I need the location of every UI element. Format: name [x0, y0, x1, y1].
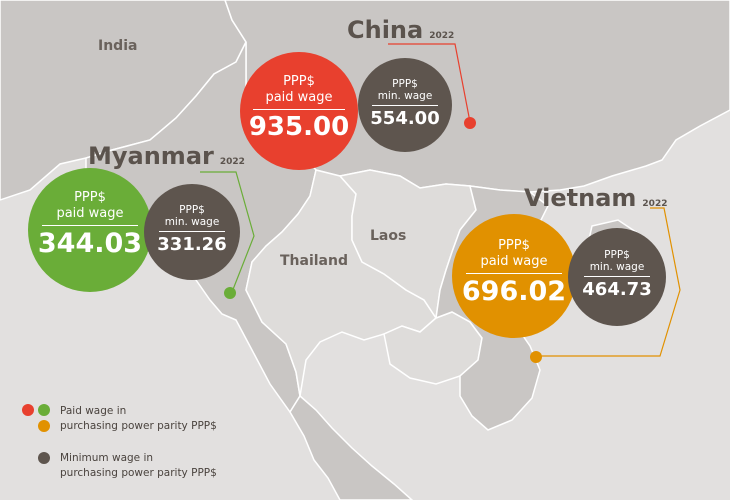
vietnam-min-wage-bubble: PPP$ min. wage 464.73 — [568, 228, 666, 326]
legend-dot-vietnam — [38, 420, 50, 432]
label-laos: Laos — [370, 228, 407, 244]
myanmar-min-caption-label: min. wage — [164, 216, 220, 229]
china-min-divider — [372, 105, 438, 107]
vietnam-connector-line — [540, 207, 681, 357]
vietnam-marker-dot — [530, 351, 542, 363]
vietnam-paid-value: 696.02 — [461, 276, 567, 308]
vietnam-paid-divider — [466, 273, 562, 275]
china-connector-line — [388, 43, 471, 123]
china-min-caption-label: min. wage — [377, 90, 433, 103]
myanmar-paid-value: 344.03 — [37, 228, 143, 260]
myanmar-paid-caption-currency: PPP$ — [74, 190, 106, 205]
myanmar-min-divider — [159, 231, 225, 233]
myanmar-paid-divider — [42, 225, 138, 227]
myanmar-marker-dot — [224, 287, 236, 299]
myanmar-min-caption-currency: PPP$ — [179, 204, 205, 216]
myanmar-name: Myanmar — [88, 142, 214, 170]
china-paid-divider — [253, 109, 345, 111]
legend-minimum-line-2: purchasing power parity PPP$ — [60, 467, 217, 480]
china-min-wage-bubble: PPP$ min. wage 554.00 — [358, 58, 452, 152]
china-paid-wage-bubble: PPP$ paid wage 935.00 — [240, 52, 358, 170]
legend-dot-china — [22, 404, 34, 416]
legend-dot-minimum — [38, 452, 50, 464]
myanmar-year: 2022 — [219, 157, 245, 167]
region-peninsula — [289, 394, 414, 500]
myanmar-min-wage-bubble: PPP$ min. wage 331.26 — [144, 184, 240, 280]
vietnam-paid-caption-label: paid wage — [480, 253, 548, 269]
label-thailand: Thailand — [280, 253, 348, 269]
myanmar-min-value: 331.26 — [157, 234, 227, 256]
myanmar-title: Myanmar 2022 — [88, 142, 245, 170]
vietnam-year: 2022 — [642, 199, 668, 209]
vietnam-min-value: 464.73 — [582, 279, 652, 301]
legend-paid-line-1: Paid wage in — [60, 405, 127, 417]
label-india: India — [98, 38, 138, 54]
myanmar-connector-line — [200, 171, 255, 293]
legend-minimum-line-1: Minimum wage in — [60, 452, 154, 464]
myanmar-paid-wage-bubble: PPP$ paid wage 344.03 — [28, 168, 152, 292]
vietnam-name: Vietnam — [524, 184, 637, 212]
legend-minimum-text: Minimum wage in purchasing power parity … — [60, 451, 217, 481]
vietnam-title: Vietnam 2022 — [524, 184, 667, 212]
vietnam-paid-wage-bubble: PPP$ paid wage 696.02 — [452, 214, 576, 338]
vietnam-min-caption-label: min. wage — [589, 261, 645, 274]
vietnam-min-caption-currency: PPP$ — [604, 249, 630, 261]
china-paid-caption-label: paid wage — [265, 89, 333, 105]
china-year: 2022 — [429, 31, 455, 41]
china-paid-caption-currency: PPP$ — [283, 74, 315, 89]
china-marker-dot — [464, 117, 476, 129]
vietnam-min-divider — [584, 276, 650, 278]
legend-dot-myanmar — [38, 404, 50, 416]
legend-paid-line-2: purchasing power parity PPP$ — [60, 420, 217, 433]
china-name: China — [347, 16, 424, 44]
china-paid-value: 935.00 — [248, 112, 350, 143]
legend-paid-text: Paid wage in purchasing power parity PPP… — [60, 404, 217, 434]
china-title: China 2022 — [347, 16, 454, 44]
vietnam-paid-caption-currency: PPP$ — [498, 238, 530, 253]
myanmar-paid-caption-label: paid wage — [56, 205, 124, 221]
china-min-caption-currency: PPP$ — [392, 78, 418, 90]
china-min-value: 554.00 — [370, 108, 440, 130]
